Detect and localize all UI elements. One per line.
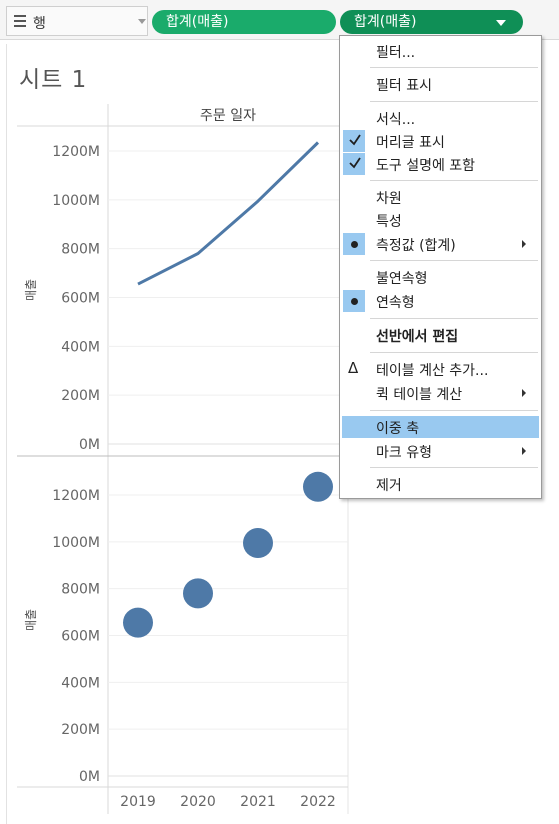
radio-dot-icon bbox=[343, 290, 365, 312]
menu-item[interactable]: 제거 bbox=[340, 473, 541, 495]
checkmark-icon bbox=[343, 130, 365, 152]
menu-item-label: 서식... bbox=[376, 112, 416, 128]
y-tick-label: 0M bbox=[79, 437, 100, 453]
menu-item[interactable]: 측정값 (합계) bbox=[340, 233, 541, 255]
y-axis-title: 매출 bbox=[24, 279, 38, 301]
y-tick-label: 1000M bbox=[52, 535, 100, 551]
y-tick-label: 600M bbox=[61, 629, 100, 645]
y-tick-label: 400M bbox=[61, 339, 100, 355]
delta-icon: Δ bbox=[348, 359, 359, 377]
menu-item-label: 측정값 (합계) bbox=[376, 238, 456, 254]
x-axis-labels: 2019 2020 2021 2022 bbox=[120, 794, 336, 810]
sheet-title: 시트 1 bbox=[19, 67, 88, 93]
y-tick-label: 800M bbox=[61, 582, 100, 598]
rows-shelf-text: 행 bbox=[33, 16, 46, 32]
submenu-arrow-icon bbox=[522, 389, 526, 397]
rows-shelf-label[interactable]: 행 bbox=[6, 6, 148, 36]
measure-pill-sum-sales-1[interactable]: 합계(매출) bbox=[152, 10, 336, 34]
sales-circle-mark[interactable] bbox=[183, 578, 213, 609]
line-chart-pane: 0M 200M 400M 600M 800M 1000M 1200M 매출 bbox=[24, 141, 348, 453]
menu-item-label: 퀵 테이블 계산 bbox=[376, 387, 463, 403]
menu-item-label: 필터... bbox=[376, 45, 416, 61]
menu-item-label: 마크 유형 bbox=[376, 445, 432, 461]
menu-item[interactable]: 불연속형 bbox=[340, 266, 541, 288]
rows-shelf: 행 합계(매출) 합계(매출) bbox=[0, 0, 559, 40]
menu-item-label: 도구 설명에 포함 bbox=[376, 158, 476, 174]
x-tick-label: 2019 bbox=[120, 794, 156, 810]
menu-item[interactable]: 머리글 표시 bbox=[340, 130, 541, 152]
sales-circle-mark[interactable] bbox=[243, 528, 273, 558]
y-tick-label: 400M bbox=[61, 675, 100, 691]
submenu-arrow-icon bbox=[522, 240, 526, 248]
menu-item[interactable]: 필터 표시 bbox=[340, 73, 541, 95]
menu-separator bbox=[370, 318, 538, 319]
y-tick-label: 600M bbox=[61, 291, 100, 307]
menu-item[interactable]: Δ 테이블 계산 추가... bbox=[340, 358, 541, 380]
menu-separator bbox=[370, 467, 538, 468]
submenu-arrow-icon bbox=[522, 447, 526, 455]
menu-item[interactable]: 차원 bbox=[340, 186, 541, 208]
menu-separator bbox=[370, 410, 538, 411]
chevron-down-icon[interactable] bbox=[496, 20, 506, 26]
column-header: 주문 일자 bbox=[200, 108, 256, 124]
y-tick-label: 0M bbox=[79, 769, 100, 785]
y-tick-label: 1200M bbox=[52, 488, 100, 504]
view-area bbox=[6, 44, 559, 824]
x-tick-label: 2020 bbox=[180, 794, 216, 810]
menu-item[interactable]: 필터... bbox=[340, 40, 541, 62]
menu-item-label: 연속형 bbox=[376, 295, 415, 311]
menu-item-label: 차원 bbox=[376, 191, 402, 207]
checkmark-icon bbox=[343, 153, 365, 175]
x-tick-label: 2022 bbox=[300, 794, 336, 810]
menu-item-label: 제거 bbox=[376, 478, 402, 494]
measure-pill-sum-sales-2[interactable]: 합계(매출) bbox=[340, 10, 523, 34]
menu-item-label: 필터 표시 bbox=[376, 78, 432, 94]
rows-icon bbox=[14, 15, 26, 27]
sales-circle-mark[interactable] bbox=[303, 471, 333, 502]
menu-item[interactable]: 연속형 bbox=[340, 290, 541, 312]
menu-item-label: 테이블 계산 추가... bbox=[376, 363, 489, 379]
y-tick-label: 1200M bbox=[52, 144, 100, 160]
menu-item[interactable]: 특성 bbox=[340, 209, 541, 231]
x-tick-label: 2021 bbox=[240, 794, 276, 810]
menu-item-label: 선반에서 편집 bbox=[376, 329, 459, 345]
sales-circle-mark[interactable] bbox=[123, 607, 153, 638]
menu-item-label: 불연속형 bbox=[376, 271, 428, 287]
chevron-down-icon bbox=[138, 19, 146, 24]
menu-item-label: 머리글 표시 bbox=[376, 135, 445, 151]
menu-item[interactable]: 선반에서 편집 bbox=[340, 324, 541, 346]
menu-item-label: 특성 bbox=[376, 214, 402, 230]
menu-item[interactable]: 마크 유형 bbox=[340, 440, 541, 462]
y-axis-title: 매출 bbox=[24, 609, 38, 631]
menu-separator bbox=[370, 101, 538, 102]
y-tick-label: 200M bbox=[61, 388, 100, 404]
menu-separator bbox=[370, 67, 538, 68]
menu-separator bbox=[370, 352, 538, 353]
y-tick-label: 200M bbox=[61, 722, 100, 738]
menu-item[interactable]: 퀵 테이블 계산 bbox=[340, 382, 541, 404]
menu-item[interactable]: 도구 설명에 포함 bbox=[340, 153, 541, 175]
menu-separator bbox=[370, 260, 538, 261]
y-tick-label: 1000M bbox=[52, 193, 100, 209]
y-tick-label: 800M bbox=[61, 242, 100, 258]
radio-dot-icon bbox=[343, 233, 365, 255]
circle-chart-pane: 0M 200M 400M 600M 800M 1000M 1200M 매출 bbox=[24, 471, 348, 785]
menu-item-label: 이중 축 bbox=[376, 421, 420, 437]
menu-item[interactable]: 이중 축 bbox=[342, 416, 539, 438]
menu-separator bbox=[370, 180, 538, 181]
menu-item[interactable]: 서식... bbox=[340, 107, 541, 129]
sales-line[interactable] bbox=[137, 141, 320, 286]
measure-pill-label: 합계(매출) bbox=[354, 14, 417, 30]
